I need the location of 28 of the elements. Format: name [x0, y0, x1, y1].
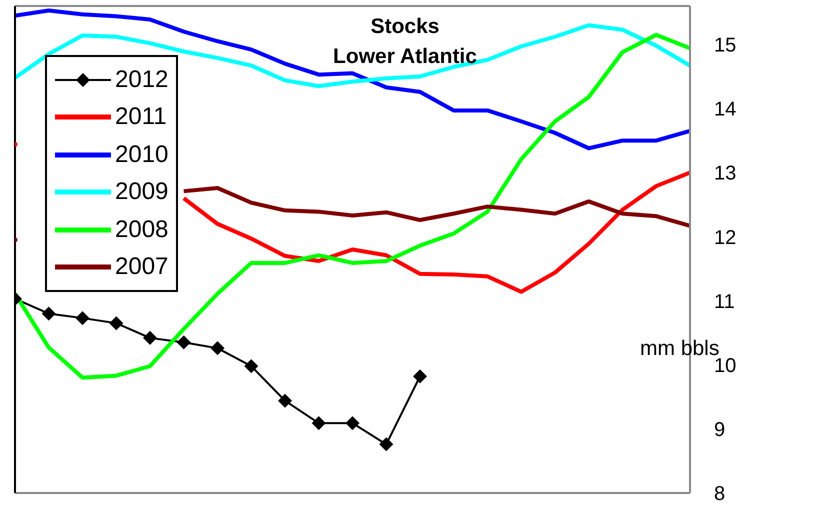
point — [379, 437, 394, 452]
y-tick-label: 9 — [714, 419, 726, 442]
text: Lower Atlantic — [332, 44, 478, 70]
point — [109, 316, 124, 330]
legend-label: 2010 — [115, 140, 168, 169]
point — [176, 335, 191, 350]
point — [312, 416, 326, 430]
y-tick-label: 10 — [714, 354, 736, 377]
point — [278, 394, 292, 408]
y-tick-label: 14 — [714, 98, 736, 121]
point — [346, 416, 360, 430]
legend-label: 2011 — [115, 103, 167, 132]
legend-label: 2012 — [115, 66, 168, 94]
y-tick-label: 11 — [714, 290, 735, 313]
point — [76, 311, 90, 326]
legend-label: 2009 — [115, 178, 168, 206]
point — [42, 306, 56, 321]
y-tick-label: 8 — [714, 483, 726, 506]
point — [210, 341, 224, 356]
point — [244, 359, 258, 374]
y-tick-label: 13 — [714, 162, 736, 185]
y-tick-label: 15 — [714, 34, 736, 57]
y-tick-label: 12 — [714, 226, 736, 249]
point — [413, 369, 427, 384]
point — [143, 330, 157, 345]
chart-title: Stocks — [370, 14, 440, 40]
legend-label: 2007 — [115, 253, 168, 282]
legend-label: 2008 — [115, 216, 168, 244]
